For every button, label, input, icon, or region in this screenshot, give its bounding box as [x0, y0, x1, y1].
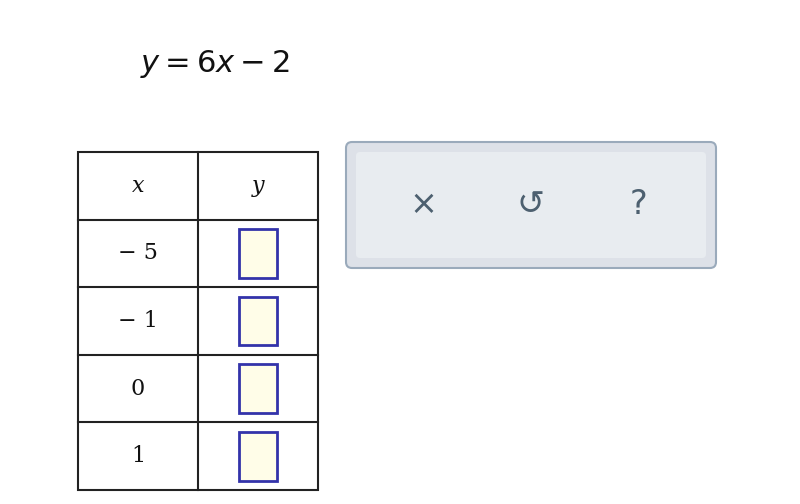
Text: − 1: − 1: [118, 310, 158, 332]
FancyBboxPatch shape: [356, 152, 706, 258]
Bar: [239, 229, 277, 278]
Bar: [239, 364, 277, 413]
Bar: [78, 152, 318, 490]
Text: x: x: [132, 175, 144, 197]
Text: y: y: [252, 175, 264, 197]
FancyBboxPatch shape: [346, 142, 716, 268]
Text: 1: 1: [131, 445, 145, 467]
Text: ×: ×: [410, 188, 438, 221]
Text: − 5: − 5: [118, 242, 158, 265]
Bar: [239, 432, 277, 480]
Text: ?: ?: [630, 188, 647, 221]
Text: ↺: ↺: [517, 188, 545, 221]
Bar: [239, 297, 277, 345]
Text: 0: 0: [131, 377, 145, 400]
Text: $y = 6x - 2$: $y = 6x - 2$: [140, 48, 290, 80]
